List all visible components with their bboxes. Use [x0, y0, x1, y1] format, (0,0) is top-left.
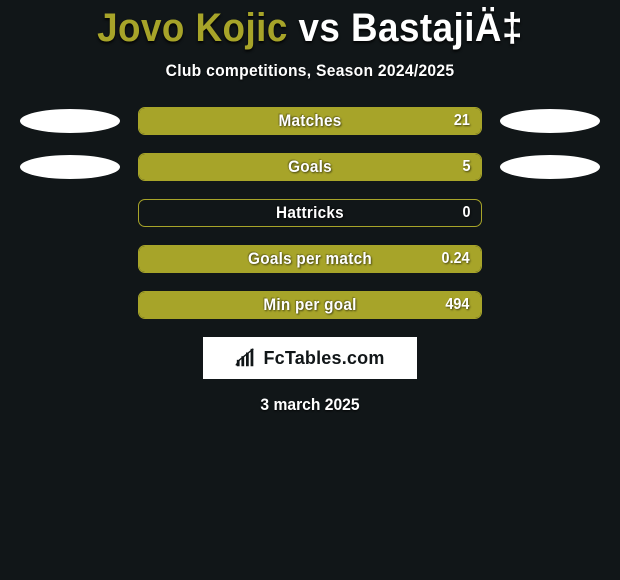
stat-label: Min per goal: [263, 295, 356, 315]
branding-box: FcTables.com: [203, 337, 417, 379]
date: 3 march 2025: [25, 395, 595, 415]
stat-bar: Goals 5: [138, 153, 482, 181]
stat-value: 494: [446, 296, 470, 314]
stat-label: Matches: [278, 111, 341, 131]
branding-text: FcTables.com: [263, 348, 384, 369]
stat-label: Hattricks: [276, 203, 344, 223]
stat-bar: Min per goal 494: [138, 291, 482, 319]
stat-bar: Matches 21: [138, 107, 482, 135]
page-title: Jovo Kojic vs BastajiÄ‡: [25, 6, 595, 51]
player1-marker: [20, 109, 120, 133]
stat-value: 0: [463, 204, 471, 222]
stats-list: Matches 21 Goals 5 Hattricks 0 Goals per match…: [0, 107, 620, 319]
bar-chart-icon: [235, 347, 257, 369]
stat-bar: Hattricks 0: [138, 199, 482, 227]
stat-bar: Goals per match 0.24: [138, 245, 482, 273]
stat-value: 0.24: [441, 250, 469, 268]
stat-row: Matches 21: [0, 107, 620, 135]
player2-marker: [500, 109, 600, 133]
stat-row: Goals 5: [0, 153, 620, 181]
stat-label: Goals: [288, 157, 332, 177]
stat-value: 5: [463, 158, 471, 176]
stat-row: Hattricks 0: [0, 199, 620, 227]
player1-marker: [20, 155, 120, 179]
comparison-infographic: Jovo Kojic vs BastajiÄ‡ Club competition…: [0, 0, 620, 415]
subtitle: Club competitions, Season 2024/2025: [25, 61, 595, 81]
vs-text: vs: [288, 6, 351, 50]
player2-name: BastajiÄ‡: [351, 6, 523, 50]
stat-label: Goals per match: [248, 249, 372, 269]
stat-value: 21: [454, 112, 470, 130]
stat-row: Min per goal 494: [0, 291, 620, 319]
player2-marker: [500, 155, 600, 179]
player1-name: Jovo Kojic: [97, 6, 288, 50]
stat-row: Goals per match 0.24: [0, 245, 620, 273]
